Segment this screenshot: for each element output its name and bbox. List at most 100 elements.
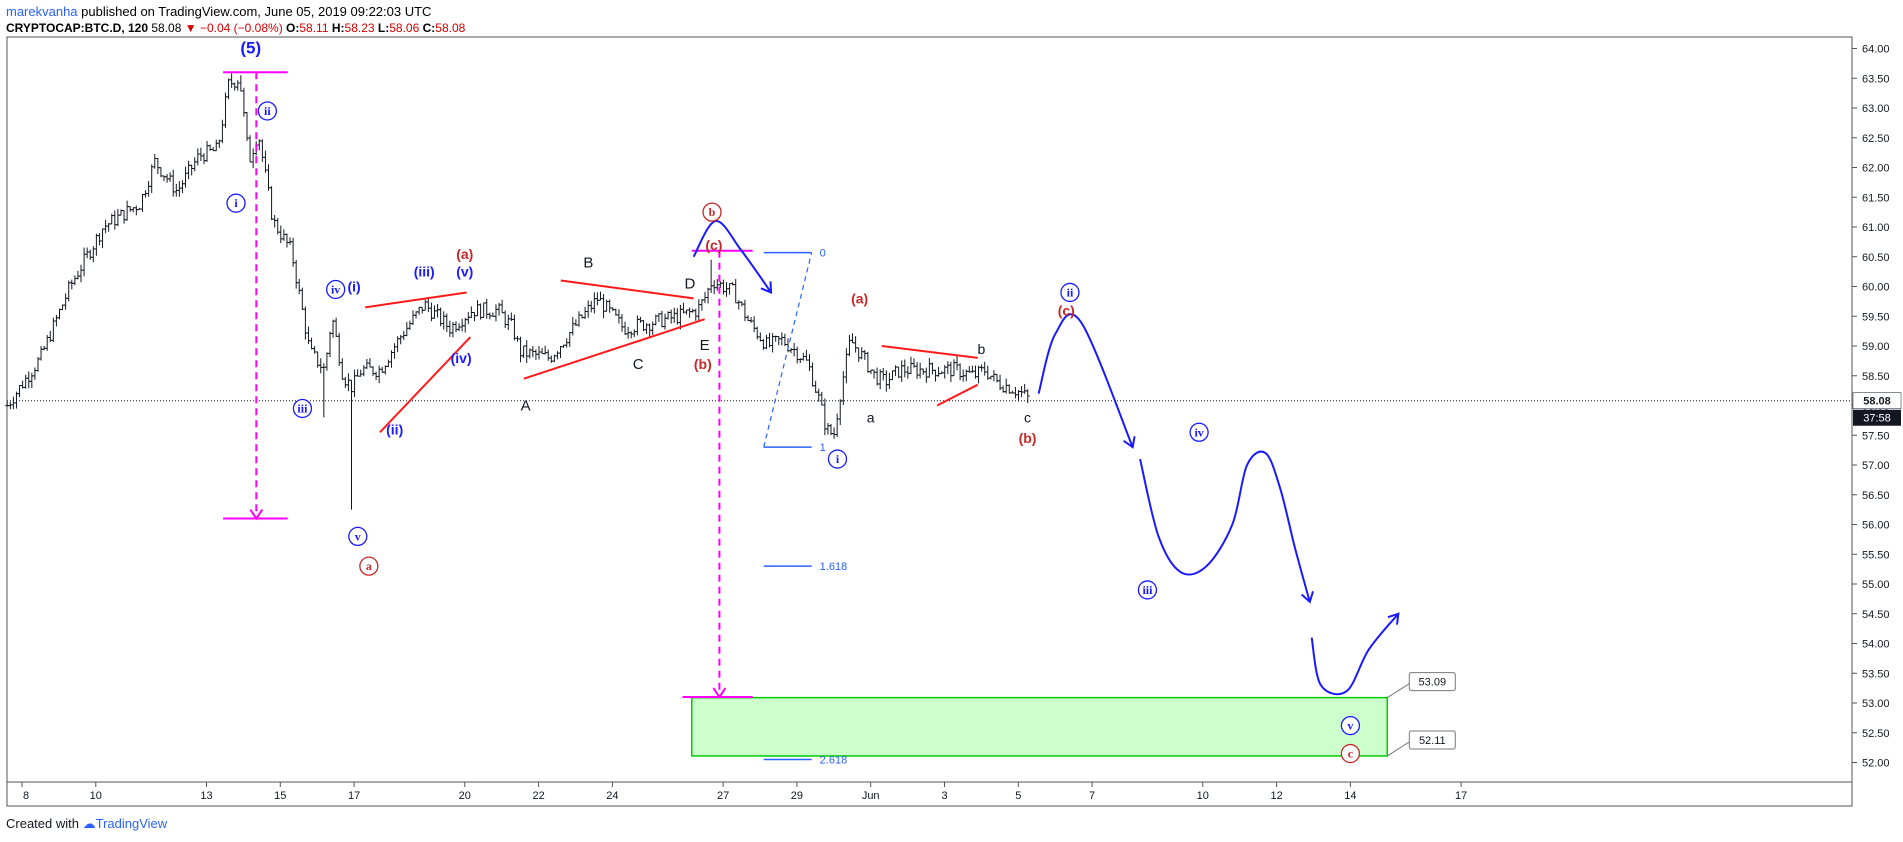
x-tick-label: 3 bbox=[941, 790, 947, 802]
y-tick-label: 58.50 bbox=[1862, 371, 1890, 383]
fib-diagonal bbox=[763, 252, 813, 448]
x-tick-label: 7 bbox=[1089, 790, 1095, 802]
ohlc-open-label: O: bbox=[286, 21, 300, 35]
projection-curve bbox=[1139, 450, 1311, 603]
wave-label: A bbox=[521, 398, 531, 415]
countdown-badge bbox=[1853, 409, 1901, 426]
wave-label: (i) bbox=[347, 279, 360, 295]
created-with-text: Created with bbox=[6, 816, 79, 831]
projection-curve bbox=[1310, 613, 1400, 696]
wave-label: (iii) bbox=[414, 264, 435, 280]
y-tick-label: 64.00 bbox=[1862, 44, 1890, 56]
tradingview-cloud-icon: ☁ bbox=[82, 816, 96, 831]
target-zone bbox=[690, 696, 1389, 757]
x-tick-label: 29 bbox=[791, 790, 803, 802]
wave-label-circle bbox=[348, 526, 368, 547]
projection-arrow-head bbox=[712, 687, 727, 699]
ohlc-open: 58.11 bbox=[299, 21, 329, 35]
wave-label-circle bbox=[1340, 715, 1361, 736]
wave-label: (iv) bbox=[451, 350, 472, 366]
y-tick-label: 61.00 bbox=[1862, 222, 1890, 234]
symbol-name[interactable]: CRYPTOCAP:BTC.D, 120 bbox=[6, 21, 149, 35]
wave-label-circle bbox=[359, 556, 379, 576]
projection-arrow-head bbox=[1387, 612, 1400, 625]
trendline bbox=[365, 291, 467, 309]
wave-label-circle bbox=[827, 449, 848, 469]
wave-label: b bbox=[709, 205, 716, 219]
wave-label: E bbox=[700, 337, 710, 354]
symbol-line: CRYPTOCAP:BTC.D, 120 58.08 ▼ −0.04 (−0.0… bbox=[6, 21, 465, 35]
wave-label: iii bbox=[1142, 583, 1153, 597]
callout-box bbox=[1408, 672, 1456, 692]
wave-label-circle bbox=[292, 398, 313, 419]
author-link[interactable]: marekvanha bbox=[6, 4, 78, 19]
callout-leader bbox=[1387, 683, 1410, 699]
y-tick-label: 63.00 bbox=[1862, 103, 1890, 115]
wave-label: ii bbox=[264, 104, 271, 118]
wave-label: (ii) bbox=[386, 421, 403, 437]
countdown-badge-value: 37:58 bbox=[1863, 413, 1891, 425]
wave-label: iv bbox=[331, 282, 340, 296]
wave-label: iii bbox=[297, 401, 308, 415]
last-price-badge-value: 58.08 bbox=[1863, 396, 1891, 408]
wave-label: (a) bbox=[851, 290, 868, 306]
wave-label: i bbox=[836, 452, 840, 466]
trendline bbox=[936, 383, 979, 407]
projection-arrow-head bbox=[1123, 436, 1136, 449]
wave-label: (c) bbox=[705, 237, 722, 253]
x-tick-label: 17 bbox=[1455, 790, 1467, 802]
y-tick-label: 57.00 bbox=[1862, 460, 1890, 472]
fib-level-label: 1 bbox=[820, 442, 826, 454]
y-tick-label: 55.00 bbox=[1862, 579, 1890, 591]
price-change: ▼ −0.04 (−0.08%) bbox=[184, 21, 283, 35]
plot-frame bbox=[6, 36, 1853, 807]
trendline bbox=[881, 345, 978, 359]
wave-label-circle bbox=[1340, 743, 1361, 764]
y-tick-label: 56.50 bbox=[1862, 490, 1890, 502]
ohlc-low-label: L: bbox=[377, 21, 390, 35]
trendline bbox=[523, 318, 705, 380]
tradingview-link[interactable]: TradingView bbox=[95, 816, 168, 831]
wave-label: (b) bbox=[1019, 430, 1037, 446]
callout-box bbox=[1408, 730, 1456, 750]
wave-label-circle bbox=[226, 193, 246, 213]
wave-label: i bbox=[234, 196, 238, 210]
projection-arrow-head bbox=[1300, 591, 1314, 604]
callout-value: 52.11 bbox=[1419, 735, 1446, 747]
x-tick-label: 20 bbox=[459, 790, 471, 802]
fib-level-label: 0 bbox=[820, 248, 826, 260]
fib-level-label: 2.618 bbox=[820, 755, 848, 767]
projection-arrow-head bbox=[249, 508, 264, 521]
ohlc-low: 58.06 bbox=[389, 21, 420, 35]
wave-label: (b) bbox=[694, 356, 712, 372]
x-tick-label: 15 bbox=[274, 790, 286, 802]
ohlc-high-label: H: bbox=[331, 21, 345, 35]
wave-label: C bbox=[633, 356, 644, 373]
y-tick-label: 55.50 bbox=[1862, 549, 1890, 561]
x-tick-label: 17 bbox=[348, 790, 360, 802]
wave-label-circle bbox=[1189, 422, 1209, 442]
x-tick-label: 10 bbox=[90, 790, 102, 802]
x-tick-label: 12 bbox=[1270, 790, 1282, 802]
y-tick-label: 54.50 bbox=[1862, 609, 1890, 621]
wave-label: (c) bbox=[1058, 302, 1075, 318]
y-tick-label: 63.50 bbox=[1862, 73, 1890, 85]
wave-label: a bbox=[366, 559, 372, 573]
callout-value: 53.09 bbox=[1419, 677, 1447, 689]
wave-label-circle bbox=[325, 279, 346, 300]
publish-line: marekvanha published on TradingView.com,… bbox=[6, 4, 431, 19]
chart-header: marekvanha published on TradingView.com,… bbox=[0, 0, 1903, 40]
wave-label: a bbox=[867, 409, 875, 425]
wave-label-circle bbox=[1060, 282, 1080, 303]
y-tick-label: 59.00 bbox=[1862, 341, 1890, 353]
y-tick-label: 54.00 bbox=[1862, 639, 1890, 651]
callout-leader bbox=[1387, 741, 1410, 757]
fib-level-label: 1.618 bbox=[820, 561, 848, 573]
footer: Created with ☁TradingView bbox=[6, 816, 167, 832]
x-tick-label: 13 bbox=[200, 790, 212, 802]
wave-label: iv bbox=[1194, 425, 1203, 439]
wave-label: ii bbox=[1067, 285, 1074, 299]
x-tick-label: 22 bbox=[532, 790, 544, 802]
y-tick-label: 60.50 bbox=[1862, 252, 1890, 264]
